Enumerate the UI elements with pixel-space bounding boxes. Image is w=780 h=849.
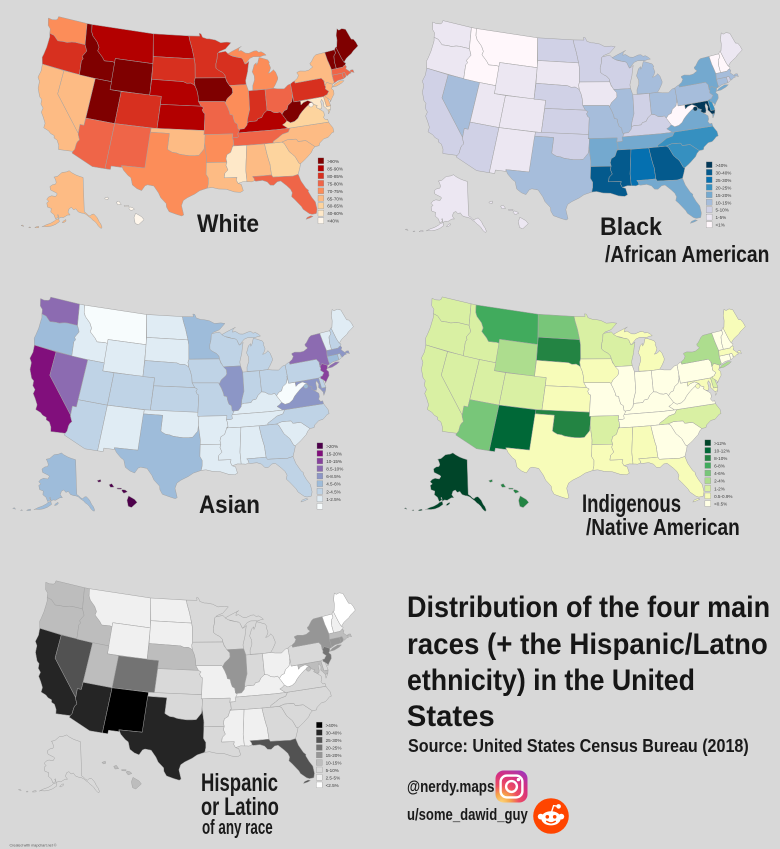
svg-text:1-5%: 1-5% (716, 215, 727, 220)
svg-text:<40%: <40% (327, 219, 339, 224)
svg-text:30-40%: 30-40% (326, 731, 342, 736)
svg-text:30-40%: 30-40% (716, 170, 732, 175)
svg-text:>90%: >90% (327, 159, 339, 164)
svg-text:80-85%: 80-85% (327, 174, 343, 179)
svg-text:4-6%: 4-6% (714, 471, 725, 476)
svg-text:5-10%: 5-10% (326, 768, 339, 773)
svg-text:8-10%: 8-10% (714, 456, 727, 461)
svg-text:70-75%: 70-75% (327, 189, 343, 194)
svg-text:10-15%: 10-15% (716, 200, 732, 205)
svg-text:75-80%: 75-80% (327, 181, 343, 186)
svg-text:2-4.5%: 2-4.5% (326, 489, 341, 494)
svg-text:Created with mapchart.net ©: Created with mapchart.net © (10, 844, 57, 848)
svg-text:<0.5%: <0.5% (714, 502, 727, 507)
svg-text:5-10%: 5-10% (716, 208, 729, 213)
svg-text:10-15%: 10-15% (326, 761, 342, 766)
svg-text:8.5-10%: 8.5-10% (326, 467, 343, 472)
svg-text:15-20%: 15-20% (326, 451, 342, 456)
svg-text:85-90%: 85-90% (327, 166, 343, 171)
svg-text:6-8.5%: 6-8.5% (326, 474, 341, 479)
svg-text:1-2.5%: 1-2.5% (326, 497, 341, 502)
svg-text:65-70%: 65-70% (327, 196, 343, 201)
svg-text:2.5-5%: 2.5-5% (326, 775, 341, 780)
svg-text:>12%: >12% (714, 441, 726, 446)
svg-text:60-65%: 60-65% (327, 204, 343, 209)
svg-text:>20%: >20% (326, 444, 338, 449)
svg-text:10-12%: 10-12% (714, 448, 730, 453)
svg-text:4.5-6%: 4.5-6% (326, 482, 341, 487)
svg-text:<1%: <1% (716, 223, 725, 228)
svg-text:>40%: >40% (326, 723, 338, 728)
svg-text:20-25%: 20-25% (326, 746, 342, 751)
svg-text:>40%: >40% (716, 163, 728, 168)
svg-text:15-20%: 15-20% (716, 193, 732, 198)
svg-text:2-4%: 2-4% (714, 479, 725, 484)
svg-text:20-25%: 20-25% (716, 185, 732, 190)
svg-text:6-8%: 6-8% (714, 464, 725, 469)
svg-text:0.5-0.9%: 0.5-0.9% (714, 494, 732, 499)
svg-text:<2.5%: <2.5% (326, 783, 339, 788)
svg-text:15-20%: 15-20% (326, 753, 342, 758)
svg-text:25-30%: 25-30% (326, 738, 342, 743)
svg-text:10-15%: 10-15% (326, 459, 342, 464)
svg-text:1-2%: 1-2% (714, 486, 725, 491)
svg-text:40-60%: 40-60% (327, 211, 343, 216)
svg-text:25-30%: 25-30% (716, 178, 732, 183)
